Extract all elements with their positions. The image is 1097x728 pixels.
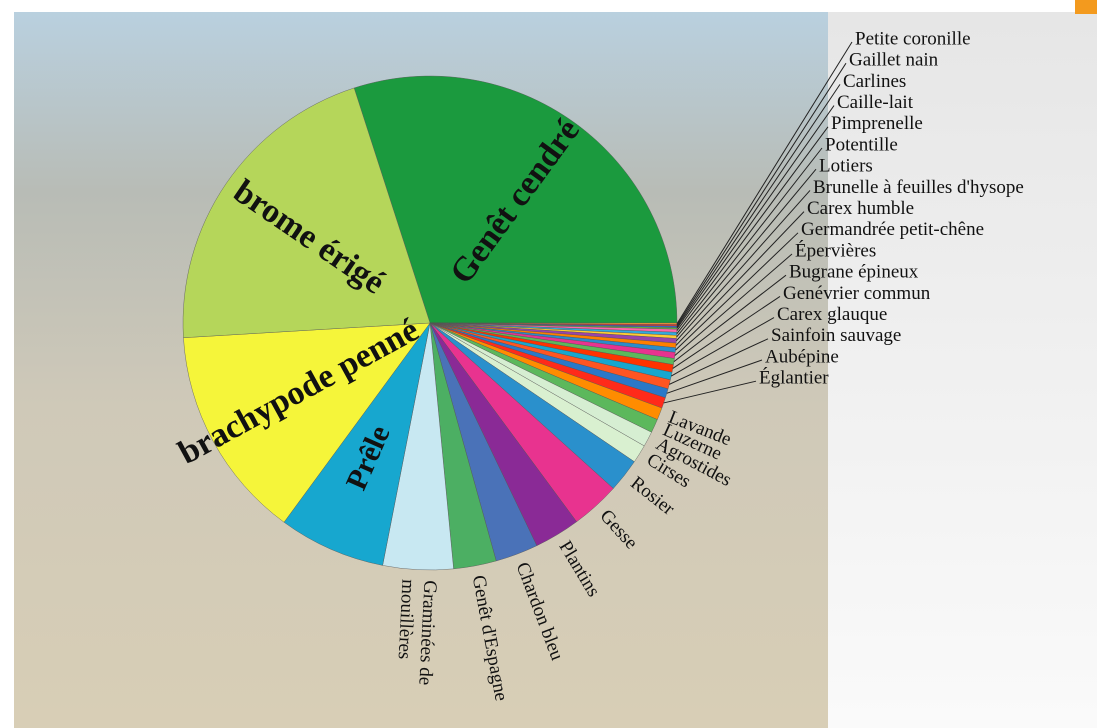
leader-line — [676, 84, 841, 328]
slice-label: Petite coronille — [855, 28, 971, 49]
slice-label: Carex glauque — [777, 304, 887, 325]
leader-line — [676, 105, 835, 329]
pie-slice — [353, 75, 678, 324]
slice-label: Graminées demouillères — [392, 579, 440, 686]
slice-label: Germandrée petit-chêne — [801, 219, 984, 240]
pie-slice — [283, 322, 431, 566]
corner-badge — [1075, 0, 1097, 14]
leader-line — [674, 253, 793, 356]
pie-slice — [182, 87, 431, 338]
leader-line — [676, 62, 847, 326]
slice-label: Gaillet nain — [849, 50, 939, 71]
leader-line — [675, 232, 799, 351]
slice-label: Sainfoin sauvage — [771, 325, 901, 346]
leader-line — [676, 41, 853, 325]
leader-line — [666, 359, 763, 394]
slice-label: Caille-lait — [837, 92, 914, 113]
leader-line — [676, 126, 829, 332]
side-panel — [828, 12, 1097, 728]
leader-line — [676, 168, 817, 338]
slice-label: Carlines — [843, 71, 906, 92]
slice-label: Pimprenelle — [831, 113, 923, 134]
slice-label: Épervières — [795, 239, 876, 261]
slice-label: Genévrier commun — [783, 283, 931, 304]
slice-label: Bugrane épineux — [789, 262, 919, 283]
leader-line — [669, 338, 769, 385]
leader-line — [676, 147, 823, 335]
leader-line — [663, 380, 757, 404]
pie-slice — [183, 322, 431, 523]
leader-line — [672, 295, 781, 369]
slice-label: Églantier — [759, 367, 829, 389]
leader-line — [675, 211, 805, 346]
slice-label: Aubépine — [765, 346, 839, 367]
slice-label: Potentille — [825, 134, 898, 155]
leader-line — [670, 317, 775, 377]
leader-line — [675, 190, 811, 342]
leader-line — [673, 274, 787, 362]
slice-label: Brunelle à feuilles d'hysope — [813, 177, 1024, 198]
slice-label: Lotiers — [819, 156, 873, 177]
slice-label: Carex humble — [807, 198, 914, 219]
